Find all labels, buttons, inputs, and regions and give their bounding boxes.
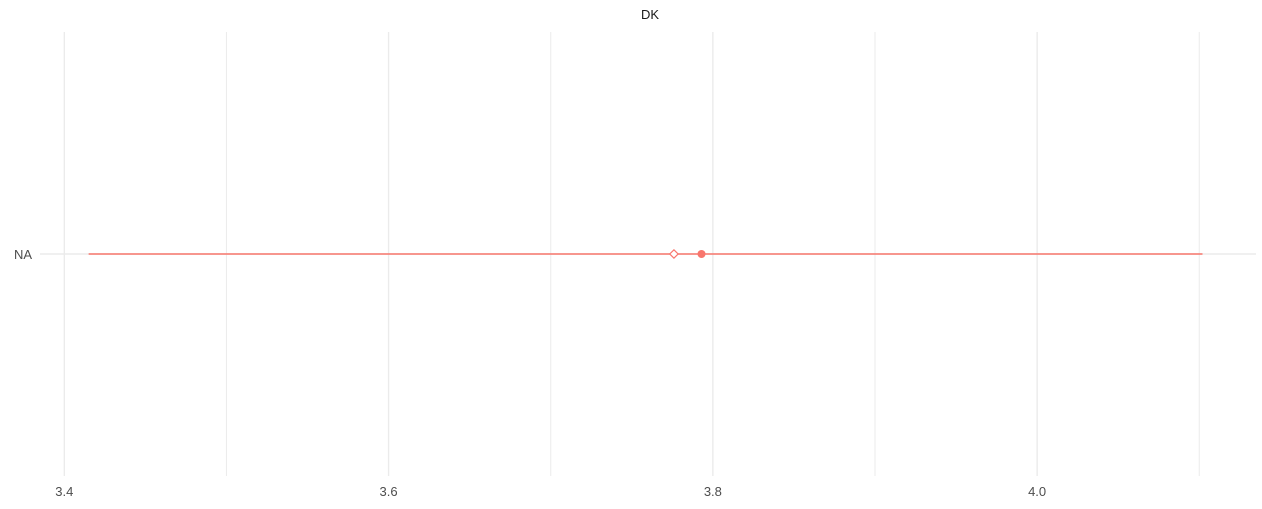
x-tick-label: 3.4 — [55, 484, 73, 499]
marks-layer — [88, 248, 1203, 260]
y-category-label: NA — [14, 247, 32, 262]
labels-layer: 3.4 3.6 3.8 4.0 NA — [14, 247, 1046, 499]
x-tick-label: 4.0 — [1028, 484, 1046, 499]
diamond-point — [668, 248, 679, 260]
x-tick-label: 3.6 — [380, 484, 398, 499]
filled-point — [697, 250, 706, 258]
chart-title: DK — [641, 7, 659, 22]
x-tick-label: 3.8 — [704, 484, 722, 499]
